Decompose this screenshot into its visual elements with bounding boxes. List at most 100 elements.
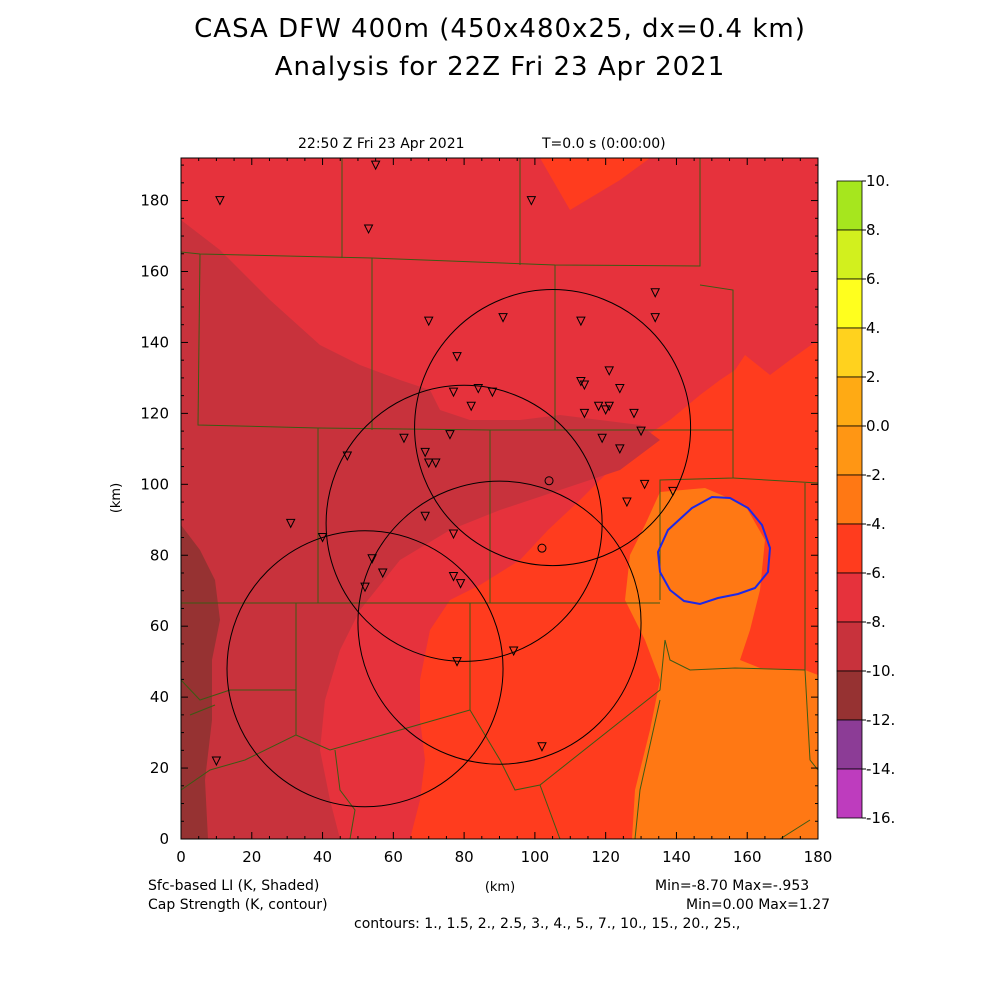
station-marker [448, 387, 459, 398]
station-marker [420, 447, 430, 458]
x-tick-label: 140 [662, 848, 691, 866]
station-marker [650, 288, 661, 298]
radar-ring-4 [226, 530, 504, 808]
x-tick-label: 60 [384, 848, 403, 866]
station-marker [399, 433, 409, 444]
station-marker [377, 568, 388, 579]
station-marker [593, 401, 604, 412]
colorbar-label: 10. [866, 172, 890, 190]
station-marker [526, 196, 537, 206]
radar-ring-1 [414, 289, 692, 567]
contour-field-stats: Min=0.00 Max=1.27 [686, 897, 831, 913]
station-marker [508, 646, 519, 657]
x-tick-label: 160 [733, 848, 762, 866]
colorbar-swatch [836, 621, 863, 672]
site-marker [544, 476, 554, 486]
cap-contour-1k [656, 495, 772, 606]
colorbar-swatch [836, 229, 863, 280]
colorbar-label: -12. [866, 711, 895, 729]
station-marker [420, 511, 430, 522]
station-marker [579, 380, 590, 391]
li-band-zero-minus2 [625, 488, 818, 839]
station-marker [487, 387, 498, 398]
x-axis-label: (km) [485, 880, 515, 895]
station-marker [455, 579, 466, 589]
x-axis: 0 20 40 60 80 100 120 140 160 180 [176, 158, 832, 866]
station-marker [604, 401, 615, 412]
station-marker [576, 316, 586, 327]
station-markers [211, 160, 678, 767]
station-marker [448, 572, 459, 582]
colorbar-swatch [836, 327, 863, 378]
station-marker [317, 533, 328, 543]
y-tick-label: 100 [140, 475, 169, 493]
station-marker [211, 756, 222, 767]
x-tick-label: 100 [521, 848, 550, 866]
station-marker [215, 196, 225, 206]
chart-title-line1: CASA DFW 400m (450x480x25, dx=0.4 km) [194, 14, 806, 44]
colorbar-label: -14. [866, 760, 895, 778]
colorbar-swatch [836, 425, 863, 476]
colorbar: 10. 8. 6. 4. 2. 0.0 -2. -4. -6. -8. -10. -12. -14. -1… [836, 172, 895, 827]
chart-title-line2: Analysis for 22Z Fri 23 Apr 2021 [274, 52, 726, 82]
station-marker [622, 497, 632, 508]
station-marker [615, 384, 625, 394]
colorbar-swatch [836, 474, 863, 525]
valid-time: 22:50 Z Fri 23 Apr 2021 [298, 136, 465, 152]
colorbar-swatch [836, 572, 863, 623]
station-marker [668, 486, 678, 497]
colorbar-swatch [836, 670, 863, 721]
colorbar-swatch [836, 180, 863, 231]
model-time: T=0.0 s (0:00:00) [542, 136, 666, 152]
station-marker [448, 529, 459, 540]
y-tick-label: 120 [140, 404, 169, 422]
radar-ring-2 [325, 384, 603, 662]
y-tick-label: 80 [150, 546, 169, 564]
station-marker [452, 657, 462, 667]
station-marker [629, 408, 639, 419]
station-marker [537, 742, 547, 752]
x-tick-label: 120 [591, 848, 620, 866]
station-marker [498, 313, 508, 323]
colorbar-label: -4. [866, 515, 886, 533]
station-marker [579, 408, 590, 419]
y-tick-label: 0 [159, 830, 169, 848]
station-marker [600, 405, 611, 415]
x-tick-label: 180 [804, 848, 833, 866]
station-marker [423, 458, 434, 469]
y-tick-label: 60 [150, 617, 169, 635]
colorbar-swatch [836, 376, 863, 427]
station-marker [597, 433, 607, 444]
y-tick-label: 140 [140, 333, 169, 351]
colorbar-label: 2. [866, 368, 880, 386]
colorbar-label: -10. [866, 662, 895, 680]
station-marker [285, 518, 296, 529]
colorbar-swatch [836, 768, 863, 819]
colorbar-label: -8. [866, 613, 886, 631]
shaded-field-stats: Min=-8.70 Max=-.953 [655, 878, 810, 894]
colorbar-label: -6. [866, 564, 886, 582]
colorbar-swatch [836, 523, 863, 574]
x-tick-label: 20 [242, 848, 261, 866]
y-axis: 0 20 40 60 80 100 120 140 160 180 [140, 164, 818, 848]
station-marker [367, 554, 377, 564]
y-axis-label: (km) [109, 483, 124, 513]
colorbar-label: 0.0 [866, 417, 890, 435]
x-tick-label: 0 [176, 848, 186, 866]
colorbar-swatch [836, 719, 863, 770]
station-marker [360, 582, 370, 593]
radar-ring-3 [357, 480, 642, 765]
station-marker [615, 444, 625, 454]
station-marker [466, 401, 476, 412]
colorbar-swatch [836, 278, 863, 329]
station-marker [473, 384, 484, 394]
station-marker [423, 316, 434, 327]
contour-field-label: Cap Strength (K, contour) [148, 897, 328, 913]
station-marker [370, 160, 381, 171]
y-tick-label: 20 [150, 759, 169, 777]
y-tick-label: 180 [140, 192, 169, 210]
colorbar-label: 4. [866, 319, 880, 337]
cap-strength-contours [656, 495, 772, 606]
station-marker [445, 430, 455, 440]
